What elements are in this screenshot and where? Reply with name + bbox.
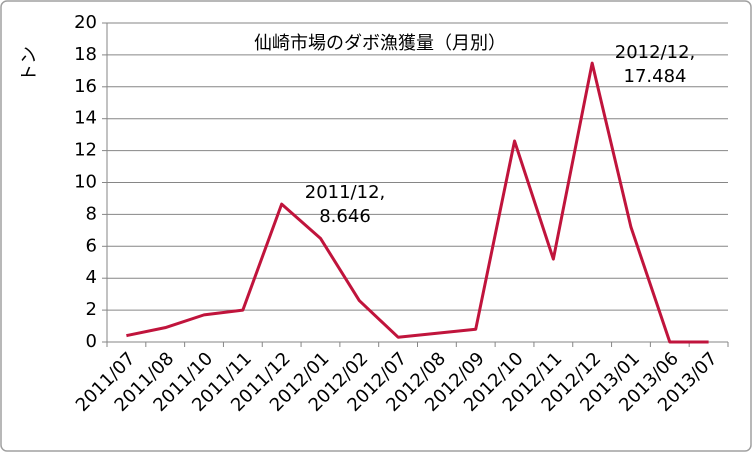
y-tick-label: 10	[74, 172, 97, 193]
y-tick-label: 4	[86, 267, 97, 288]
y-axis-label: トン	[19, 46, 40, 82]
data-line	[126, 61, 709, 344]
y-tick-label: 18	[74, 44, 97, 65]
y-tick-label: 6	[86, 235, 97, 256]
y-tick-label: 8	[86, 203, 97, 224]
y-tick-label: 14	[74, 108, 97, 129]
annotation: 2012/12,	[615, 42, 696, 63]
y-tick-label: 20	[74, 12, 97, 33]
y-tick-label: 2	[86, 299, 97, 320]
y-tick-label: 12	[74, 140, 97, 161]
annotation: 17.484	[624, 66, 687, 87]
annotation: 8.646	[319, 206, 371, 227]
y-tick-label: 0	[86, 331, 97, 352]
annotation: 2011/12,	[305, 182, 386, 203]
chart-title: 仙崎市場のダボ漁獲量（月別）	[254, 33, 506, 54]
y-tick-label: 16	[74, 76, 97, 97]
